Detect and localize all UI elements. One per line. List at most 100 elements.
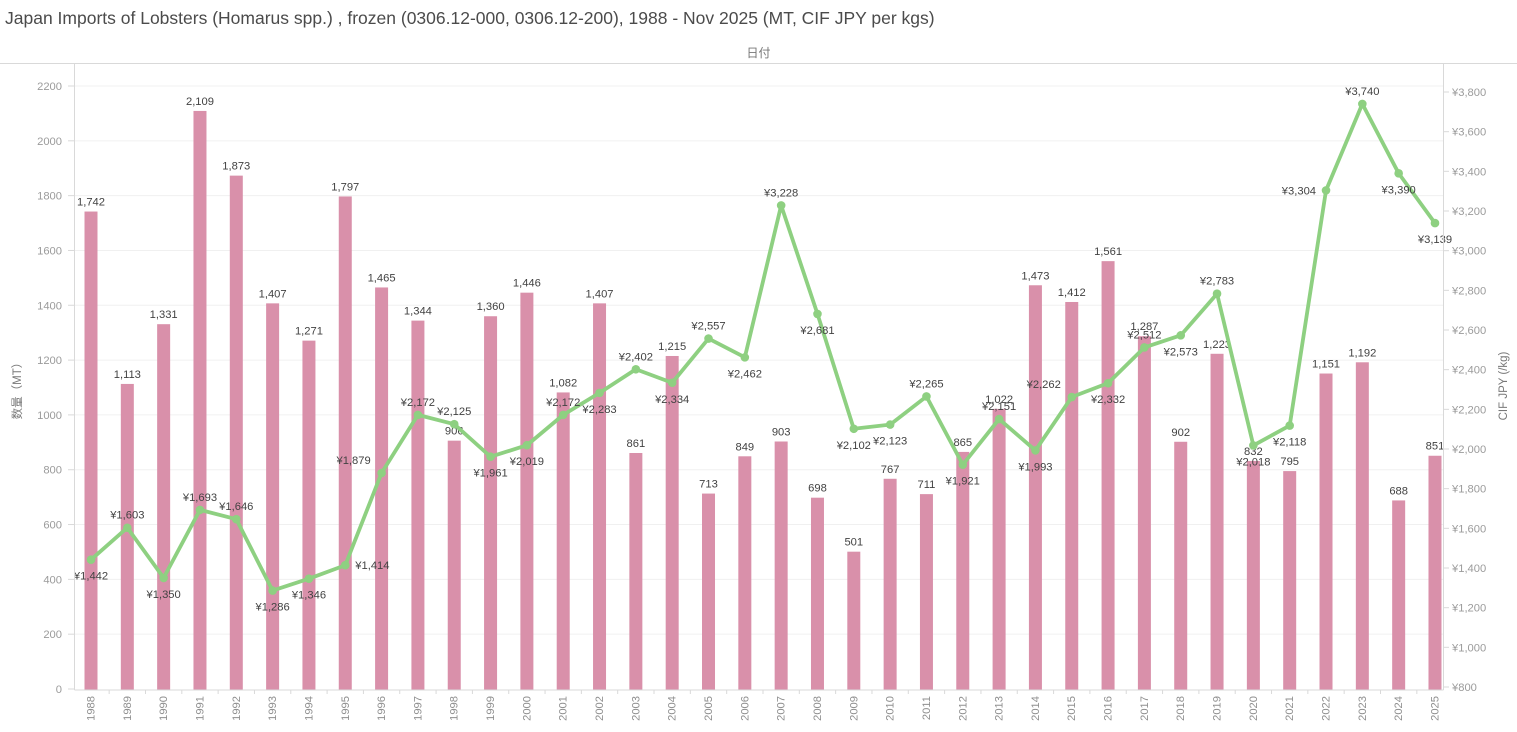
left-tick-label-800: 800 [43, 465, 62, 477]
price-point-2015[interactable] [1067, 392, 1077, 402]
price-point-1993[interactable] [268, 586, 277, 595]
price-point-1992[interactable] [231, 514, 241, 524]
bar-2021[interactable] [1283, 471, 1297, 690]
price-point-2022[interactable] [1321, 186, 1331, 195]
bar-label-2025: 851 [1426, 441, 1445, 453]
bar-2002[interactable] [593, 303, 607, 690]
bar-1995[interactable] [338, 196, 352, 691]
price-label-2001: ¥2,172 [545, 397, 580, 409]
price-point-2013[interactable] [994, 414, 1004, 424]
year-label-1988: 1988 [86, 696, 98, 721]
price-point-2020[interactable] [1249, 441, 1258, 450]
price-label-1997: ¥2,172 [400, 397, 435, 409]
price-point-1994[interactable] [304, 574, 314, 584]
price-point-1989[interactable] [123, 523, 132, 533]
bar-1994[interactable] [302, 340, 316, 690]
price-point-2006[interactable] [740, 353, 750, 362]
bar-1996[interactable] [375, 287, 389, 690]
price-point-2009[interactable] [849, 424, 859, 434]
bar-2009[interactable] [847, 551, 861, 690]
price-label-2008: ¥2,681 [799, 325, 834, 337]
bar-2014[interactable] [1028, 285, 1042, 690]
price-point-2007[interactable] [776, 201, 786, 210]
price-point-2016[interactable] [1103, 378, 1113, 388]
bar-label-1988: 1,742 [77, 197, 105, 209]
price-label-2012: ¥1,921 [945, 476, 980, 488]
price-label-1998: ¥2,125 [436, 406, 471, 418]
price-point-2002[interactable] [595, 388, 604, 398]
bar-1992[interactable] [229, 175, 243, 690]
bar-label-1990: 1,331 [150, 309, 178, 321]
bar-1999[interactable] [484, 316, 498, 690]
price-point-2012[interactable] [958, 460, 968, 469]
bar-1990[interactable] [157, 324, 171, 690]
bar-1989[interactable] [120, 383, 134, 690]
bar-2011[interactable] [919, 494, 933, 690]
bar-1998[interactable] [447, 440, 461, 690]
price-point-2019[interactable] [1212, 289, 1222, 299]
bar-label-2023: 1,192 [1348, 347, 1376, 359]
bar-label-1992: 1,873 [222, 161, 250, 173]
bar-1997[interactable] [411, 320, 425, 690]
bar-2023[interactable] [1355, 362, 1369, 690]
right-tick-label-2200: ¥2,200 [1451, 404, 1486, 416]
bar-2012[interactable] [956, 451, 970, 690]
year-label-2018: 2018 [1175, 696, 1187, 721]
bar-2022[interactable] [1319, 373, 1333, 690]
price-point-2000[interactable] [522, 440, 532, 450]
bar-2016[interactable] [1101, 261, 1115, 690]
year-label-2008: 2008 [812, 696, 824, 721]
price-point-2010[interactable] [885, 420, 895, 429]
price-point-2004[interactable] [667, 378, 677, 388]
price-point-2023[interactable] [1358, 99, 1367, 109]
bar-2020[interactable] [1246, 460, 1260, 690]
price-label-2014: ¥1,993 [1017, 461, 1052, 473]
bar-2008[interactable] [810, 497, 824, 690]
price-point-2024[interactable] [1394, 169, 1403, 178]
price-point-2003[interactable] [631, 364, 641, 374]
price-label-2018: ¥2,573 [1163, 346, 1198, 358]
bar-2025[interactable] [1428, 455, 1442, 690]
bar-label-2001: 1,082 [549, 377, 577, 389]
bar-2000[interactable] [520, 292, 534, 690]
bar-2017[interactable] [1137, 336, 1151, 690]
bar-2004[interactable] [665, 355, 679, 690]
price-label-2005: ¥2,557 [690, 321, 725, 333]
price-label-2000: ¥2,019 [509, 456, 544, 468]
price-point-2017[interactable] [1140, 343, 1149, 352]
right-tick-label-3600: ¥3,600 [1451, 127, 1486, 139]
price-point-1997[interactable] [413, 410, 423, 420]
price-point-2014[interactable] [1031, 446, 1040, 455]
bar-1993[interactable] [266, 303, 280, 690]
bar-2024[interactable] [1392, 500, 1406, 690]
price-point-2011[interactable] [922, 392, 931, 401]
bar-2005[interactable] [702, 493, 716, 690]
bar-1988[interactable] [84, 211, 98, 690]
bar-label-2009: 501 [844, 537, 863, 549]
bar-2006[interactable] [738, 456, 752, 690]
price-point-2005[interactable] [704, 334, 713, 343]
bar-label-2010: 767 [881, 464, 900, 476]
bar-2013[interactable] [992, 408, 1006, 690]
bar-label-2008: 698 [808, 483, 827, 495]
price-point-1991[interactable] [195, 505, 205, 515]
bar-2018[interactable] [1174, 441, 1188, 690]
price-point-1996[interactable] [377, 468, 386, 478]
price-point-2001[interactable] [558, 410, 568, 420]
bar-2003[interactable] [629, 453, 643, 690]
price-point-2025[interactable] [1430, 218, 1440, 228]
price-point-2008[interactable] [813, 309, 822, 319]
bar-2001[interactable] [556, 392, 570, 690]
bar-2007[interactable] [774, 441, 788, 690]
price-point-1990[interactable] [159, 573, 168, 583]
price-point-1999[interactable] [486, 452, 495, 462]
price-point-1988[interactable] [86, 555, 96, 564]
bar-1991[interactable] [193, 110, 207, 691]
price-point-1995[interactable] [340, 560, 350, 570]
price-point-1998[interactable] [449, 419, 459, 429]
price-point-2018[interactable] [1176, 331, 1186, 340]
bar-2019[interactable] [1210, 353, 1224, 690]
bar-2010[interactable] [883, 478, 897, 690]
bar-2015[interactable] [1065, 301, 1079, 690]
price-point-2021[interactable] [1285, 421, 1294, 430]
